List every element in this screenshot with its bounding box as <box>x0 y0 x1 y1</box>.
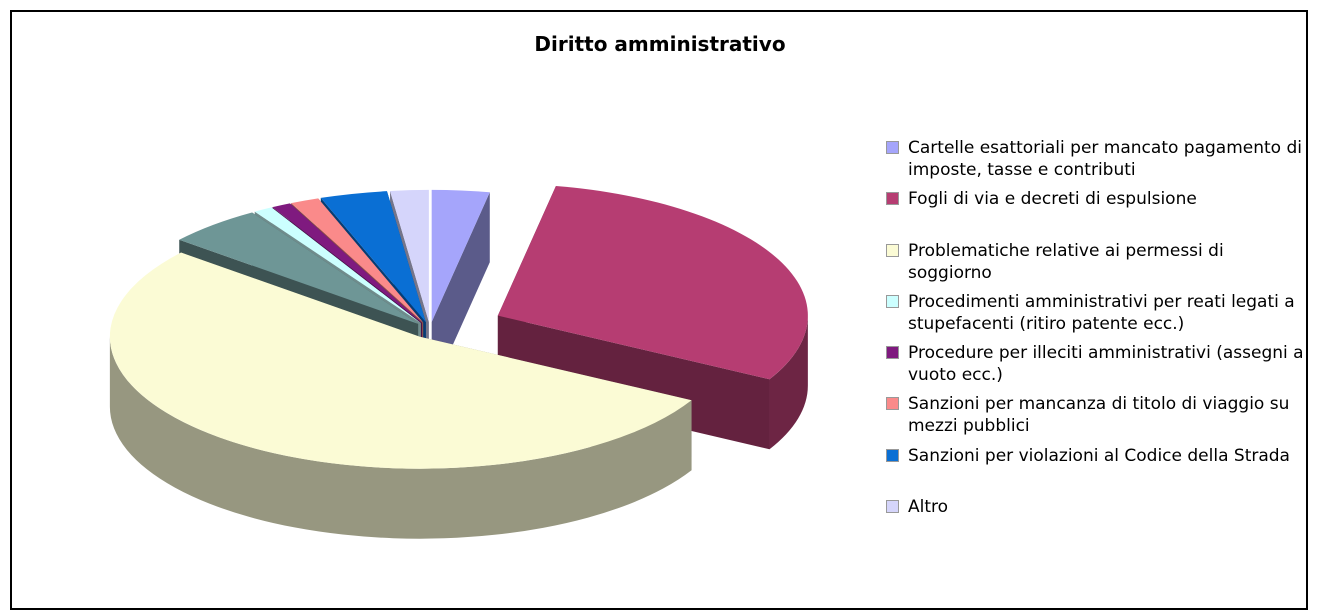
legend-item: Sanzioni per violazioni al Codice della … <box>886 445 1311 496</box>
legend-label: Procedimenti amministrativi per reati le… <box>908 291 1295 334</box>
legend-swatch <box>886 448 899 462</box>
legend-label: Sanzioni per mancanza di titolo di viagg… <box>908 394 1290 437</box>
legend-label: Sanzioni per violazioni al Codice della … <box>908 445 1290 466</box>
legend-label: Cartelle esattoriali per mancato pagamen… <box>908 138 1302 180</box>
slice <box>179 212 419 324</box>
legend-item: Problematiche relative ai permessi di so… <box>886 240 1311 291</box>
slice-side <box>497 315 770 450</box>
slice-wall <box>769 315 808 450</box>
slice <box>390 189 429 322</box>
slice-side <box>431 192 490 392</box>
legend-label: Problematiche relative ai permessi di so… <box>908 240 1224 283</box>
legend-swatch <box>886 141 899 154</box>
legend-item: Cartelle esattoriali per mancato pagamen… <box>886 137 1311 188</box>
slice <box>272 203 422 323</box>
chart-title: Diritto amministrativo <box>534 32 786 56</box>
legend-label: Procedure per illeciti amministrativi (a… <box>908 343 1304 386</box>
legend-item: Altro <box>886 496 1311 547</box>
legend-item: Sanzioni per mancanza di titolo di viagg… <box>886 393 1311 444</box>
slice-wall <box>109 336 692 539</box>
legend-label: Altro <box>908 497 949 518</box>
slice-group <box>431 189 490 392</box>
legend-swatch <box>886 192 899 206</box>
legend-label: Fogli di via e decreti di espulsione <box>908 189 1197 210</box>
slice <box>320 191 426 323</box>
slice <box>109 252 692 469</box>
slice <box>291 198 424 323</box>
legend-swatch <box>886 294 899 308</box>
legend-swatch <box>886 397 899 411</box>
legend-swatch <box>886 346 899 360</box>
slice <box>254 207 421 324</box>
slice <box>431 189 490 322</box>
pie-chart <box>109 185 808 539</box>
legend-swatch <box>886 243 899 257</box>
legend-item: Procedure per illeciti amministrativi (a… <box>886 342 1311 393</box>
slice-group <box>109 252 692 539</box>
slice <box>497 185 808 380</box>
legend: Cartelle esattoriali per mancato pagamen… <box>886 137 1311 547</box>
legend-item: Fogli di via e decreti di espulsione <box>886 188 1311 239</box>
slice-group <box>497 185 808 450</box>
legend-item: Procedimenti amministrativi per reati le… <box>886 291 1311 342</box>
legend-swatch <box>886 500 899 514</box>
